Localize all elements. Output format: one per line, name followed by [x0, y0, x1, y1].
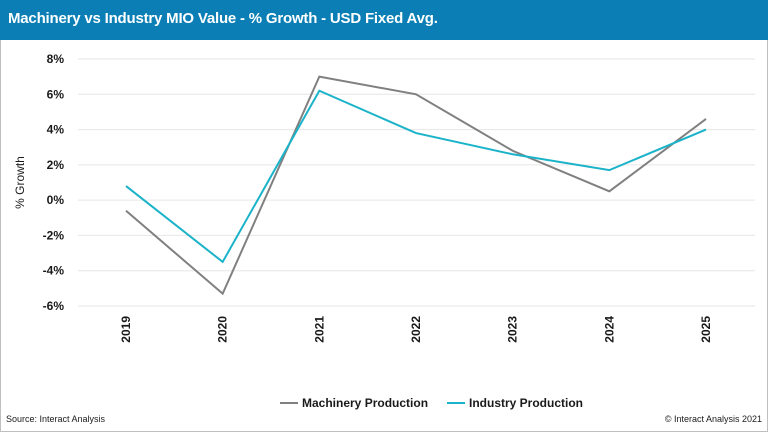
industry-production-line [125, 89, 707, 264]
legend-label-machinery: Machinery Production [302, 396, 429, 410]
source-note: Source: Interact Analysis [6, 414, 106, 424]
y-tick-label: 6% [47, 87, 65, 101]
y-tick-label: 2% [47, 158, 65, 172]
legend-item-industry: Industry Production [447, 395, 583, 411]
chart-title: Machinery vs Industry MIO Value - % Grow… [8, 10, 438, 27]
y-tick-label: 8% [47, 52, 65, 66]
y-axis-label: % Growth [13, 156, 27, 209]
x-tick-label: 2020 [216, 316, 230, 343]
chart-header-bar: Machinery vs Industry MIO Value - % Grow… [0, 0, 768, 40]
y-tick-label: -2% [43, 228, 65, 242]
x-tick-label: 2025 [699, 316, 713, 343]
y-tick-label: -6% [43, 299, 65, 313]
machinery-production-line [125, 75, 707, 296]
y-tick-label: 4% [47, 123, 65, 137]
copyright-note: © Interact Analysis 2021 [664, 414, 762, 424]
legend-label-industry: Industry Production [469, 396, 583, 410]
x-tick-label: 2022 [409, 316, 423, 343]
legend-swatch-machinery [280, 402, 298, 404]
x-tick-label: 2023 [506, 316, 520, 343]
legend: Machinery Production Industry Production [0, 395, 768, 411]
x-tick-label: 2019 [119, 316, 133, 343]
y-tick-label: -4% [43, 264, 65, 278]
x-tick-label: 2021 [312, 316, 326, 343]
x-tick-label: 2024 [602, 316, 616, 343]
legend-swatch-industry [447, 402, 465, 404]
y-tick-label: 0% [47, 193, 65, 207]
legend-item-machinery: Machinery Production [280, 395, 428, 411]
